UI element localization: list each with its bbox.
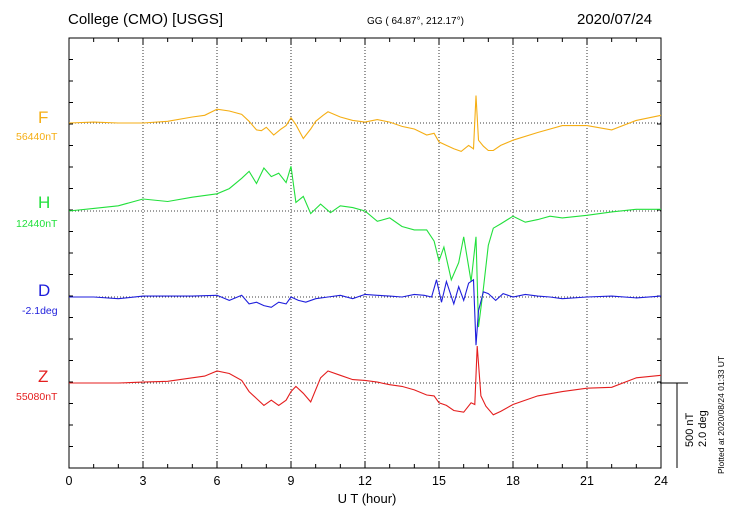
plot-frame: [68, 37, 662, 469]
channel-d-label: D: [38, 281, 51, 300]
x-tick-label: 21: [580, 474, 594, 488]
channel-z-baseline: 55080nT: [16, 391, 58, 403]
geographic-coords: GG ( 64.87°, 212.17°): [367, 16, 464, 27]
series-z-line: [69, 345, 662, 416]
series-f-line: [68, 95, 662, 153]
station-title: College (CMO) [USGS]: [68, 11, 224, 28]
x-tick-label: 24: [654, 474, 668, 488]
plot-date: 2020/07/24: [577, 11, 653, 28]
series-d-line: [69, 278, 662, 346]
x-tick-label: 0: [65, 474, 73, 488]
scale-deg-label: 2.0 deg: [697, 410, 709, 447]
series-h-line: [68, 166, 661, 328]
scale-nt-label: 500 nT: [684, 412, 696, 447]
plotted-timestamp: Plotted at 2020/08/24 01:33 UT: [716, 355, 726, 474]
channel-f-label: F: [38, 108, 49, 127]
x-tick-label: 3: [139, 474, 147, 488]
channel-f-baseline: 56440nT: [16, 131, 58, 143]
x-tick-label: 12: [358, 474, 372, 488]
channel-d-baseline: -2.1deg: [22, 305, 58, 317]
x-axis-label: U T (hour): [337, 491, 397, 506]
x-tick-label: 15: [432, 474, 446, 488]
channel-z-label: Z: [38, 367, 49, 386]
x-tick-label: 18: [506, 474, 520, 488]
channel-h-label: H: [38, 193, 51, 212]
channel-h-baseline: 12440nT: [16, 218, 58, 230]
x-tick-label: 6: [213, 474, 221, 488]
x-tick-label: 9: [287, 474, 295, 488]
